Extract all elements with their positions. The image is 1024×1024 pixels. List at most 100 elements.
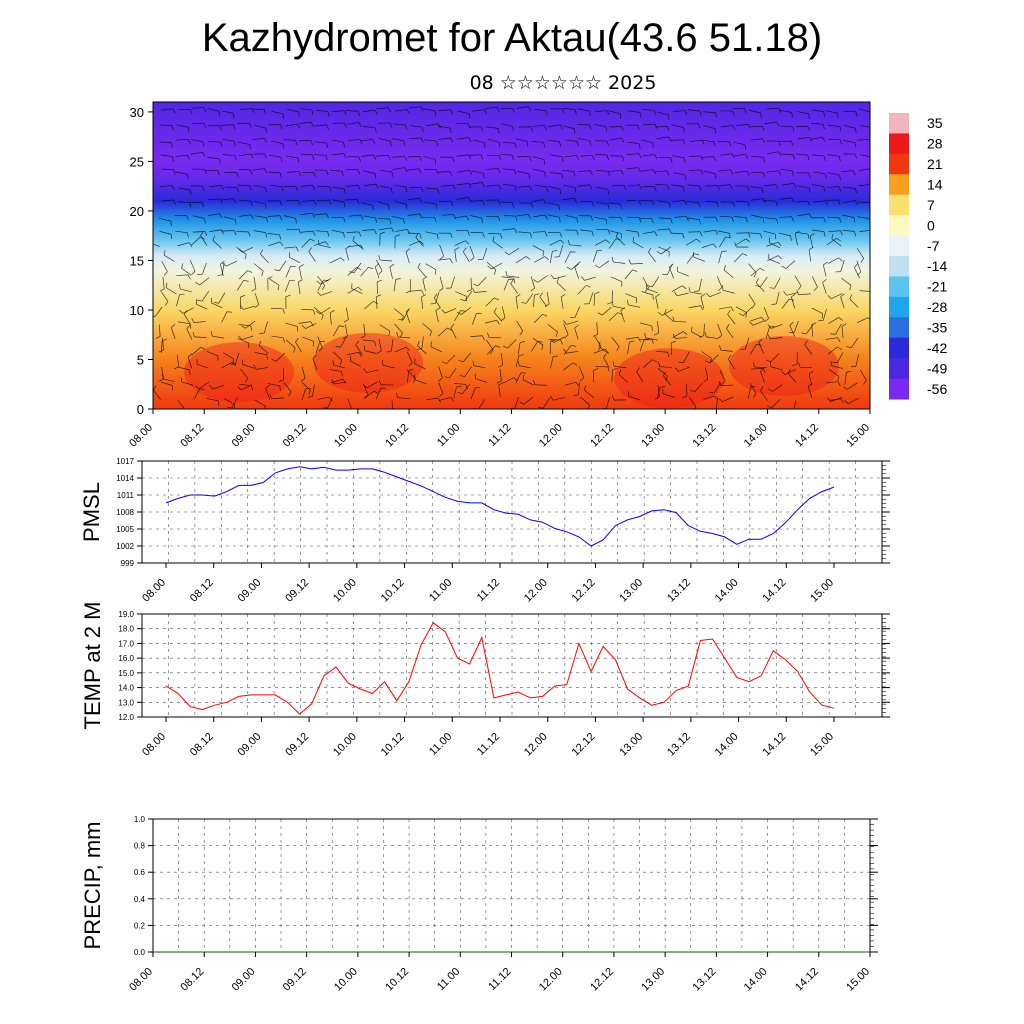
wind-barb-flag <box>538 407 544 409</box>
wind-barb-flag <box>437 188 440 194</box>
wind-barb-flag <box>651 200 655 206</box>
temp-y-tick-label: 18.0 <box>118 625 134 634</box>
wind-barb-flag <box>607 204 610 210</box>
wind-barb-flag <box>668 136 672 142</box>
wind-barb <box>237 141 250 145</box>
wind-barb-flag <box>332 359 334 365</box>
wind-barb-flag <box>189 190 192 196</box>
wind-barb <box>706 336 719 339</box>
temp-y-tick-label: 17.0 <box>118 639 134 648</box>
wind-barb <box>502 228 515 231</box>
wind-barb-flag <box>756 343 762 346</box>
colorbar-label: -56 <box>927 381 947 397</box>
wind-barb-flag <box>363 345 366 351</box>
temp-y-axis-label: TEMP at 2 M <box>80 602 105 730</box>
wind-barb <box>539 296 548 307</box>
wind-barb-flag <box>607 189 610 195</box>
wind-barb-flag <box>358 352 362 357</box>
wind-barb-flag <box>487 332 490 338</box>
wind-barb-flag <box>300 378 306 382</box>
wind-barb-flag <box>313 200 317 206</box>
wind-barb <box>285 266 291 278</box>
wind-barb <box>471 170 484 174</box>
wind-barb <box>499 368 502 381</box>
wind-barb <box>485 297 495 307</box>
wind-barb <box>222 138 235 142</box>
wind-barb <box>717 140 730 143</box>
warm-pocket <box>614 348 725 409</box>
wind-barb-flag <box>498 184 502 190</box>
wind-barb-flag <box>605 126 608 132</box>
wind-barb-flag <box>415 232 419 238</box>
wind-barb-flag <box>480 126 484 132</box>
wind-barb-flag <box>559 232 563 238</box>
wind-barb-flag <box>277 285 280 291</box>
wind-barb <box>491 262 503 270</box>
wind-barb-flag <box>282 308 285 314</box>
wind-barb <box>574 306 581 318</box>
wind-barb <box>826 237 837 246</box>
wind-barb-flag <box>279 215 283 221</box>
wind-barb <box>831 238 842 247</box>
wind-barb-flag <box>838 257 843 262</box>
wind-barb <box>426 123 439 127</box>
wind-barb-flag <box>742 253 748 256</box>
wind-barb <box>159 185 172 188</box>
wind-barb <box>364 350 377 354</box>
wind-barb-flag <box>312 230 316 236</box>
wind-barb <box>312 358 318 370</box>
wind-barb <box>422 108 435 112</box>
pmsl-y-tick-label: 1017 <box>116 457 134 466</box>
wind-barb-flag <box>653 110 656 116</box>
wind-barb-flag <box>297 157 300 163</box>
wind-barb <box>286 108 299 113</box>
wind-barb <box>532 231 545 233</box>
wind-barb <box>364 390 375 399</box>
wind-barb <box>299 121 312 124</box>
wind-barb <box>449 367 457 379</box>
wind-barb-flag <box>155 336 161 339</box>
precip-y-tick-label: 0.6 <box>134 868 146 877</box>
wind-barb <box>241 384 253 391</box>
wind-barb <box>315 341 321 353</box>
wind-barb-flag <box>561 156 564 162</box>
wind-barb <box>564 251 571 263</box>
heatmap-y-tick-label: 5 <box>137 352 144 367</box>
wind-barb-flag <box>164 301 169 306</box>
wind-barb <box>563 107 576 111</box>
wind-barb-flag <box>539 292 543 297</box>
wind-barb-flag <box>265 187 267 193</box>
wind-barb <box>186 328 193 340</box>
precip-x-tick-label: 12.00 <box>537 966 565 994</box>
wind-barb <box>379 324 390 332</box>
wind-barb <box>425 263 437 271</box>
wind-barb-flag <box>807 233 810 240</box>
wind-barb-flag <box>832 361 838 364</box>
wind-barb-flag <box>526 141 529 147</box>
wind-barb <box>843 125 856 129</box>
wind-barb-flag <box>688 287 691 293</box>
wind-barb-flag <box>170 234 173 240</box>
wind-barb-flag <box>612 361 615 367</box>
wind-barb <box>659 366 672 369</box>
wind-barb-flag <box>465 384 468 390</box>
wind-barb <box>689 396 697 408</box>
wind-barb-flag <box>665 375 668 381</box>
wind-barb <box>857 216 870 219</box>
wind-barb-flag <box>171 185 175 191</box>
wind-barb-flag <box>450 109 454 115</box>
wind-barb-flag <box>562 108 565 114</box>
wind-barb-flag <box>235 219 237 225</box>
wind-barb-flag <box>317 291 321 296</box>
wind-barb <box>424 201 437 205</box>
wind-barb <box>688 109 701 112</box>
wind-barb <box>763 184 776 187</box>
wind-barb <box>655 170 668 173</box>
wind-barb-flag <box>433 293 438 299</box>
wind-barb <box>655 296 659 309</box>
wind-barb-flag <box>528 106 532 112</box>
colorbar-band <box>889 133 909 155</box>
wind-barb-flag <box>808 383 813 387</box>
wind-barb <box>657 384 660 397</box>
wind-barb-flag <box>604 348 609 354</box>
